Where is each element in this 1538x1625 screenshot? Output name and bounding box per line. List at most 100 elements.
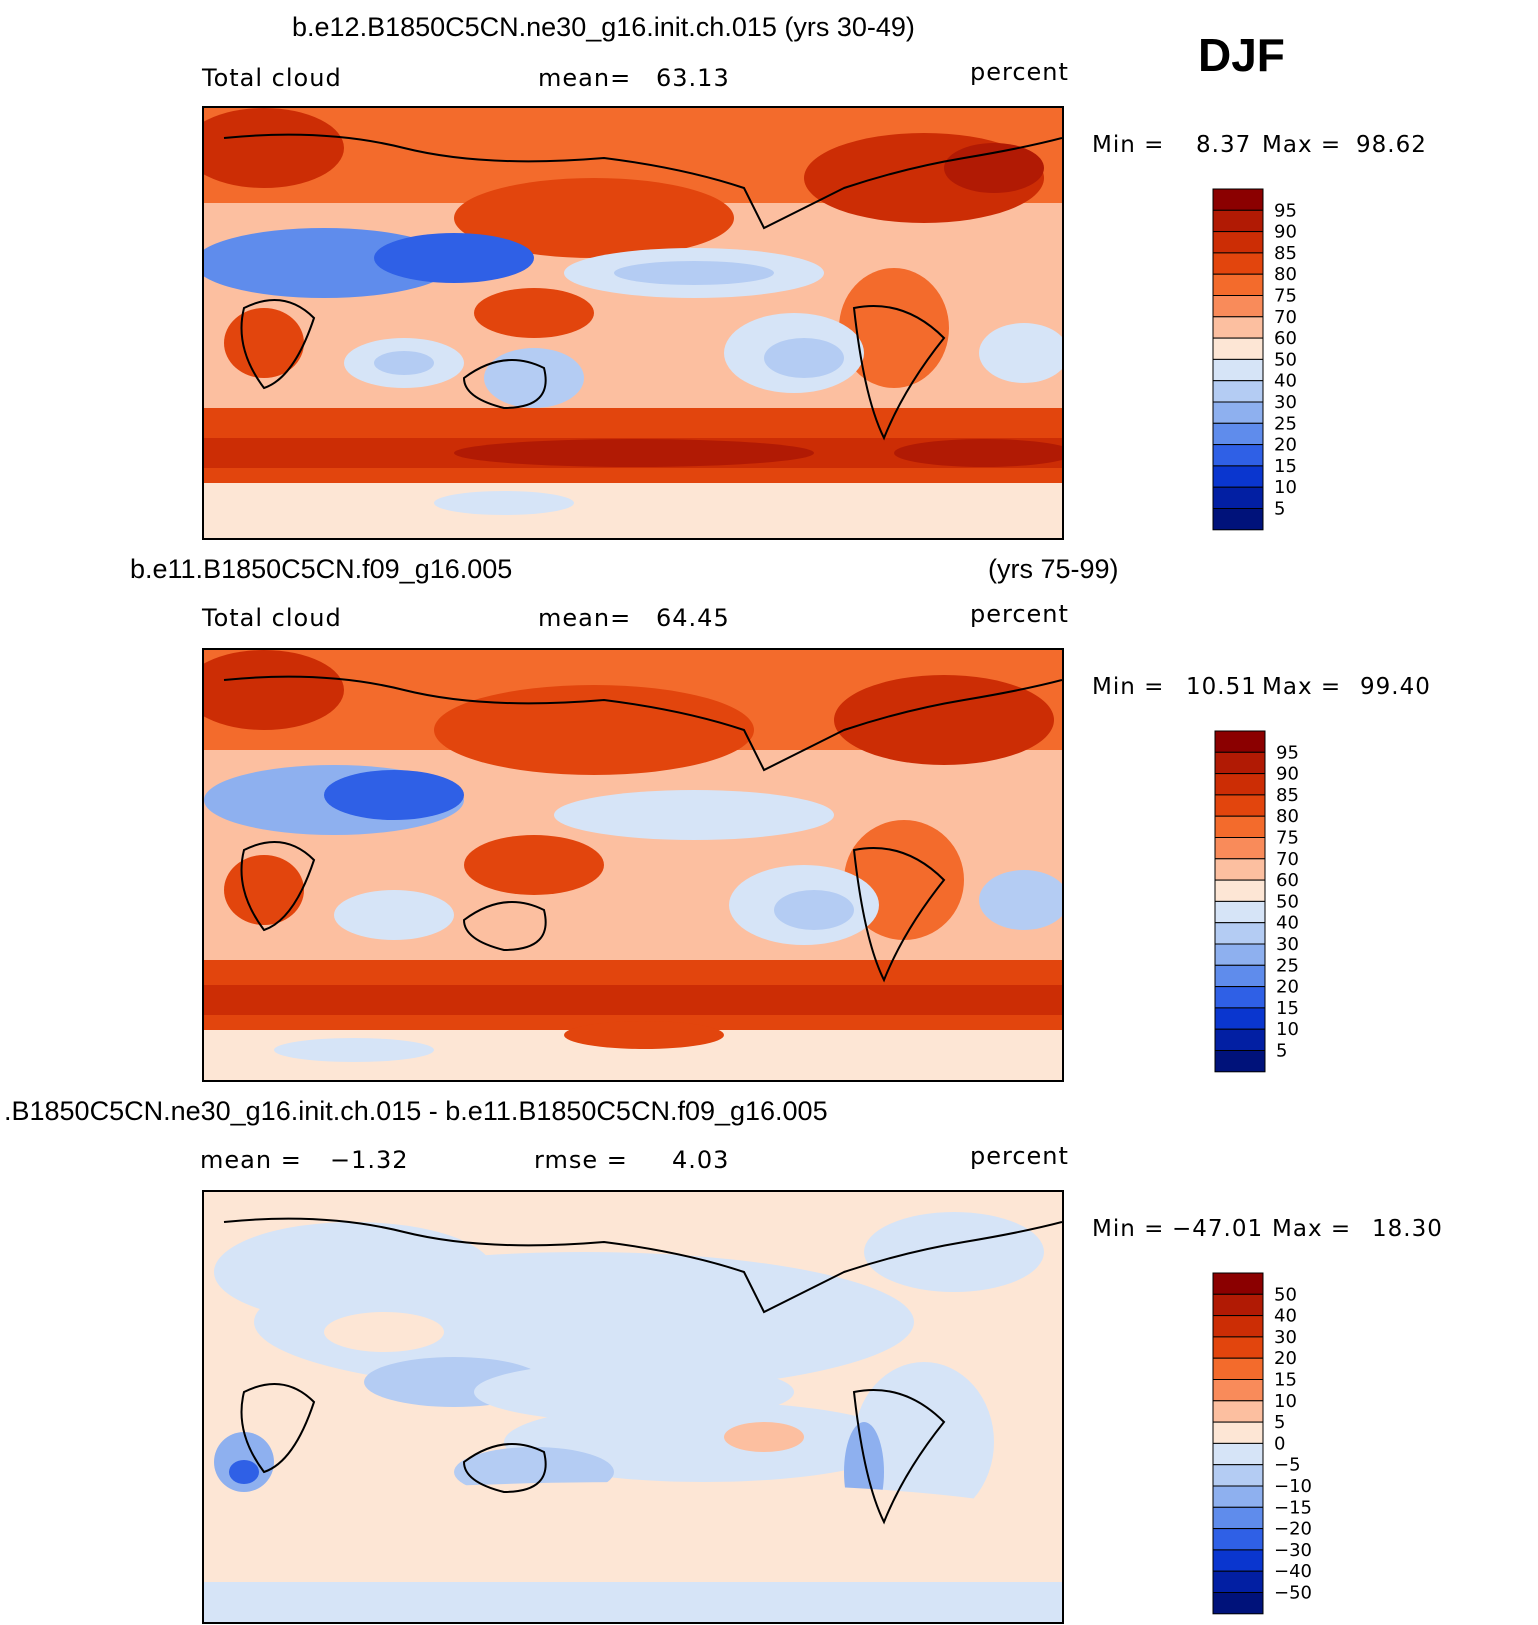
colorbar-tick-label: 50 (1276, 891, 1299, 912)
colorbar-tick-label: 0 (1274, 1433, 1285, 1454)
colorbar-tick-label: 20 (1276, 977, 1299, 998)
colorbar-tick-label: 20 (1274, 435, 1297, 456)
panel-2-title: b.e11.B1850C5CN.f09_g16.005 (130, 554, 513, 584)
colorbar-tick-label: 40 (1276, 913, 1299, 934)
colorbar-tick-label: 50 (1274, 349, 1297, 370)
colorbar-swatch (1212, 380, 1264, 403)
colorbar-tick-label: 5 (1274, 499, 1285, 520)
panel-3-colorbar: 50 40 30 20 15 10 5 0 −5 −10 −15 −20 −30 −40 −50 (1212, 1272, 1342, 1620)
panel-1-title: b.e12.B1850C5CN.ne30_g16.init.ch.015 (yr… (292, 12, 915, 42)
colorbar-tick-label: 80 (1276, 806, 1299, 827)
panel-2-mean-value: 64.45 (656, 604, 730, 632)
panel-2-units: percent (970, 600, 1069, 628)
colorbar-swatch (1212, 422, 1264, 446)
colorbar-tick-label: 75 (1274, 286, 1297, 307)
panel-3-min-label: Min = (1092, 1216, 1165, 1242)
colorbar-tick-label: 10 (1274, 1391, 1297, 1412)
colorbar-swatch (1212, 295, 1264, 318)
panel-2-mean-label: mean= (538, 604, 632, 632)
colorbar-swatch (1212, 401, 1264, 424)
colorbar-tick-label: 5 (1274, 1412, 1285, 1433)
colorbar-tick-label: 80 (1274, 264, 1297, 285)
panel-3-field (204, 1192, 1062, 1622)
colorbar-swatch (1212, 1315, 1264, 1338)
colorbar-tick-label: −15 (1274, 1497, 1312, 1518)
colorbar-tick-label: 70 (1276, 849, 1299, 870)
panel-3-max-label: Max = (1272, 1216, 1352, 1242)
colorbar-swatch (1212, 1549, 1264, 1572)
colorbar-swatch (1212, 316, 1264, 339)
colorbar-tick-label: 20 (1274, 1348, 1297, 1369)
panel-1-colorbar: 95 90 85 80 75 70 60 50 40 30 25 20 15 10 5 (1212, 188, 1342, 536)
colorbar-swatch (1212, 1528, 1264, 1551)
colorbar-swatch (1214, 879, 1266, 902)
colorbar-swatch (1212, 1293, 1264, 1317)
colorbar-swatch (1212, 1421, 1264, 1444)
panel-2-max-label: Max = (1262, 674, 1342, 700)
colorbar-swatch (1214, 837, 1266, 860)
panel-3-title: .B1850C5CN.ne30_g16.init.ch.015 - b.e11.… (4, 1096, 828, 1126)
colorbar-swatch (1214, 858, 1266, 881)
panel-3-units: percent (970, 1142, 1069, 1170)
panel-1-max-value: 98.62 (1356, 132, 1427, 158)
colorbar-tick-label: 85 (1276, 785, 1299, 806)
panel-2-field (204, 650, 1062, 1080)
colorbar-tick-label: 40 (1274, 371, 1297, 392)
colorbar-tick-label: 95 (1274, 200, 1297, 221)
colorbar-swatch (1212, 252, 1264, 275)
colorbar-tick-label: −50 (1274, 1583, 1312, 1604)
colorbar-tick-label: 30 (1274, 392, 1297, 413)
colorbar-tick-label: 30 (1276, 934, 1299, 955)
panel-3-min-value: −47.01 (1172, 1216, 1264, 1242)
colorbar-tick-label: 60 (1274, 328, 1297, 349)
colorbar-tick-label: 60 (1276, 870, 1299, 891)
colorbar-tick-label: 50 (1274, 1284, 1297, 1305)
colorbar-tick-label: 90 (1276, 764, 1299, 785)
panel-1-mean-value: 63.13 (656, 64, 730, 92)
panel-3-max-value: 18.30 (1372, 1216, 1443, 1242)
colorbar-swatch (1214, 964, 1266, 988)
panel-2-colorbar: 95 90 85 80 75 70 60 50 40 30 25 20 15 10 5 (1214, 730, 1344, 1078)
colorbar-tick-label: −5 (1274, 1455, 1301, 1476)
colorbar-tick-label: 25 (1274, 413, 1297, 434)
colorbar-swatch (1212, 1485, 1264, 1508)
colorbar-tick-label: 30 (1274, 1327, 1297, 1348)
colorbar-swatch (1214, 943, 1266, 966)
colorbar-tick-label: −40 (1274, 1561, 1312, 1582)
colorbar-swatch (1214, 794, 1266, 817)
colorbar-swatch (1214, 1007, 1266, 1030)
colorbar-swatch (1212, 188, 1264, 211)
colorbar-tick-label: 75 (1276, 828, 1299, 849)
colorbar-tick-label: 15 (1276, 998, 1299, 1019)
panel-1-units: percent (970, 58, 1069, 86)
colorbar-swatch (1212, 1464, 1264, 1487)
panel-3-rmse-value: 4.03 (672, 1146, 730, 1174)
colorbar-tick-label: 15 (1274, 1370, 1297, 1391)
colorbar-swatch (1212, 1570, 1264, 1594)
colorbar-swatch (1212, 1357, 1264, 1380)
panel-1-field (204, 108, 1062, 538)
panel-1-mean-label: mean= (538, 64, 632, 92)
panel-3-mean-value: −1.32 (330, 1146, 409, 1174)
colorbar-swatch (1212, 465, 1264, 488)
colorbar-swatch (1214, 815, 1266, 838)
colorbar-swatch (1212, 358, 1264, 382)
panel-1-max-label: Max = (1262, 132, 1342, 158)
panel-2-min-label: Min = (1092, 674, 1165, 700)
colorbar-tick-label: 85 (1274, 243, 1297, 264)
colorbar-tick-label: 25 (1276, 955, 1299, 976)
colorbar-tick-label: 70 (1274, 307, 1297, 328)
panel-3-rmse-label: rmse = (534, 1146, 628, 1174)
colorbar-swatch (1214, 730, 1266, 753)
colorbar-swatch (1212, 1442, 1264, 1466)
colorbar-tick-label: 10 (1276, 1019, 1299, 1040)
colorbar-swatch (1212, 231, 1264, 254)
colorbar-swatch (1212, 444, 1264, 467)
panel-2-years: (yrs 75-99) (988, 554, 1119, 584)
colorbar-tick-label: 90 (1274, 222, 1297, 243)
colorbar-tick-label: −30 (1274, 1540, 1312, 1561)
colorbar-swatch (1214, 751, 1266, 775)
colorbar-tick-label: 15 (1274, 456, 1297, 477)
